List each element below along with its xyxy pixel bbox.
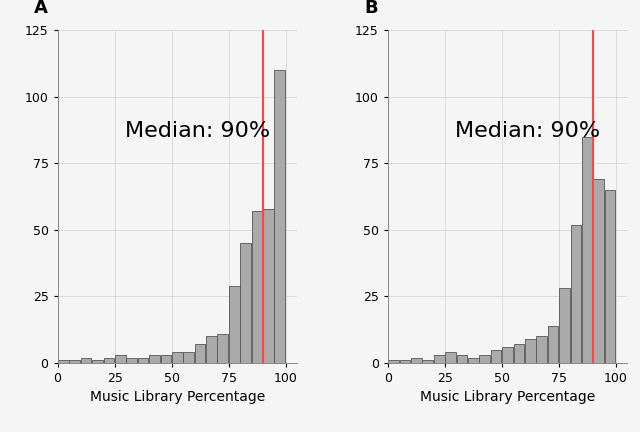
Bar xyxy=(525,339,536,363)
Bar xyxy=(388,360,399,363)
Bar xyxy=(195,344,205,363)
Bar xyxy=(491,349,502,363)
Bar xyxy=(263,209,274,363)
Bar xyxy=(104,358,115,363)
Bar xyxy=(468,358,479,363)
Bar xyxy=(58,360,68,363)
Bar xyxy=(411,358,422,363)
Bar xyxy=(206,336,217,363)
Bar xyxy=(593,179,604,363)
Text: Median: 90%: Median: 90% xyxy=(125,121,269,141)
Bar xyxy=(479,355,490,363)
Text: A: A xyxy=(34,0,47,17)
Bar xyxy=(149,355,160,363)
Bar xyxy=(138,358,148,363)
Bar xyxy=(513,344,524,363)
X-axis label: Music Library Percentage: Music Library Percentage xyxy=(420,391,595,404)
Bar xyxy=(434,355,445,363)
Bar xyxy=(422,360,433,363)
Bar xyxy=(582,137,593,363)
Bar xyxy=(399,360,410,363)
X-axis label: Music Library Percentage: Music Library Percentage xyxy=(90,391,265,404)
Bar xyxy=(92,360,103,363)
Bar xyxy=(183,352,194,363)
Bar xyxy=(81,358,92,363)
Bar xyxy=(218,334,228,363)
Bar xyxy=(559,289,570,363)
Bar xyxy=(570,225,581,363)
Bar xyxy=(605,190,616,363)
Bar xyxy=(126,358,137,363)
Bar xyxy=(536,336,547,363)
Bar xyxy=(445,352,456,363)
Bar xyxy=(172,352,182,363)
Bar xyxy=(229,286,239,363)
Bar xyxy=(115,355,125,363)
Bar xyxy=(456,355,467,363)
Text: Median: 90%: Median: 90% xyxy=(455,121,600,141)
Bar xyxy=(161,355,172,363)
Bar xyxy=(548,326,559,363)
Bar xyxy=(502,347,513,363)
Bar xyxy=(275,70,285,363)
Bar xyxy=(69,360,80,363)
Text: B: B xyxy=(364,0,378,17)
Bar xyxy=(240,243,251,363)
Bar xyxy=(252,211,262,363)
